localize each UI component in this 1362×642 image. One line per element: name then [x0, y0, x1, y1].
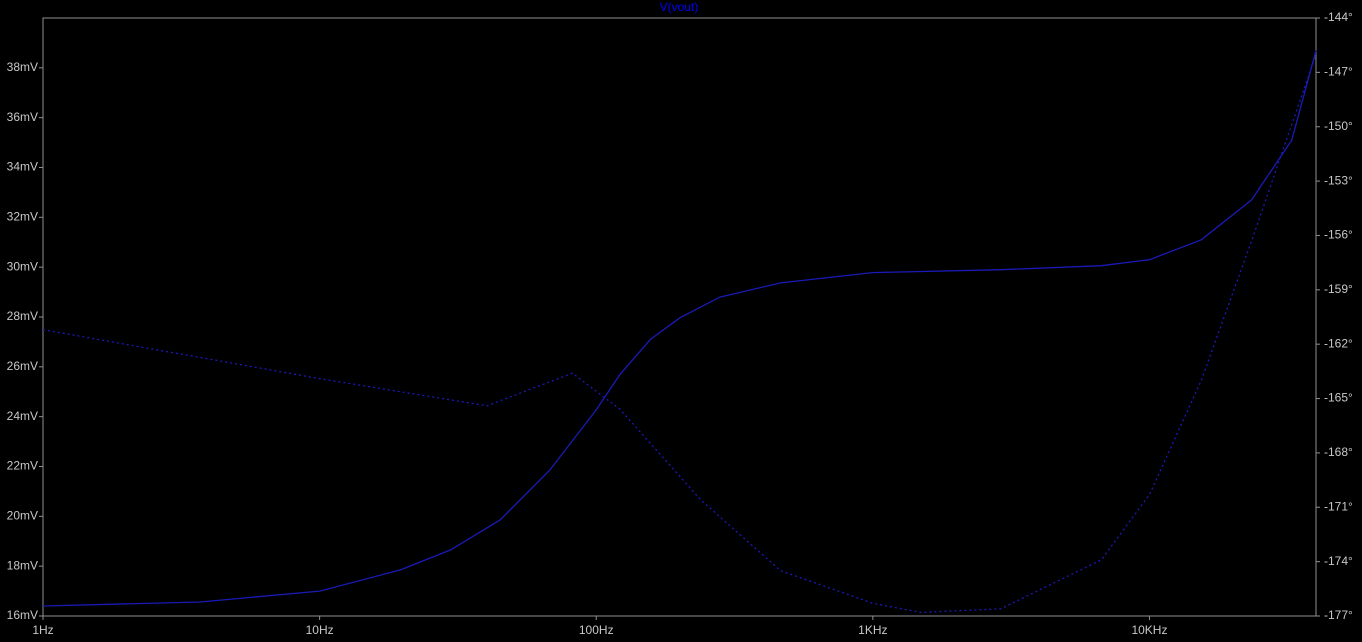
y-tick-label: 32mV [7, 210, 38, 224]
x-tick-label: 100Hz [579, 623, 614, 637]
y2-tick-label: -165° [1324, 391, 1353, 405]
plot-frame [42, 17, 1317, 617]
y2-tick-label: -153° [1324, 173, 1353, 187]
y-tick-label: 26mV [7, 359, 38, 373]
series-line [42, 50, 1317, 607]
x-tick-label: 10KHz [1131, 623, 1167, 637]
series-line [42, 53, 1317, 614]
y-tick-label: 38mV [7, 60, 38, 74]
y2-tick-label: -156° [1324, 228, 1353, 242]
y2-tick-label: -144° [1324, 10, 1353, 24]
y2-tick-label: -174° [1324, 554, 1353, 568]
x-tick-label: 10Hz [306, 623, 334, 637]
y-tick-label: 28mV [7, 309, 38, 323]
chart-title: V(vout) [660, 0, 699, 14]
y2-tick-label: -147° [1324, 65, 1353, 79]
y2-tick-label: -159° [1324, 282, 1353, 296]
y2-tick-label: -168° [1324, 445, 1353, 459]
y2-tick-label: -150° [1324, 119, 1353, 133]
y-tick-label: 24mV [7, 409, 38, 423]
y-tick-label: 22mV [7, 459, 38, 473]
y-tick-label: 16mV [7, 608, 38, 622]
y-tick-label: 20mV [7, 509, 38, 523]
y2-tick-label: -171° [1324, 499, 1353, 513]
y2-tick-label: -177° [1324, 608, 1353, 622]
y-tick-label: 18mV [7, 558, 38, 572]
y-tick-label: 34mV [7, 160, 38, 174]
y-tick-label: 36mV [7, 110, 38, 124]
x-tick-label: 1KHz [858, 623, 887, 637]
x-tick-label: 1Hz [32, 623, 53, 637]
y-tick-label: 30mV [7, 259, 38, 273]
y2-tick-label: -162° [1324, 336, 1353, 350]
